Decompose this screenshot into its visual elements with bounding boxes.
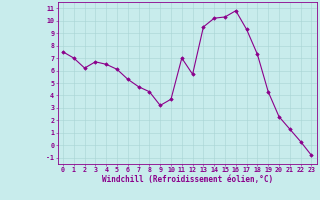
X-axis label: Windchill (Refroidissement éolien,°C): Windchill (Refroidissement éolien,°C): [102, 175, 273, 184]
